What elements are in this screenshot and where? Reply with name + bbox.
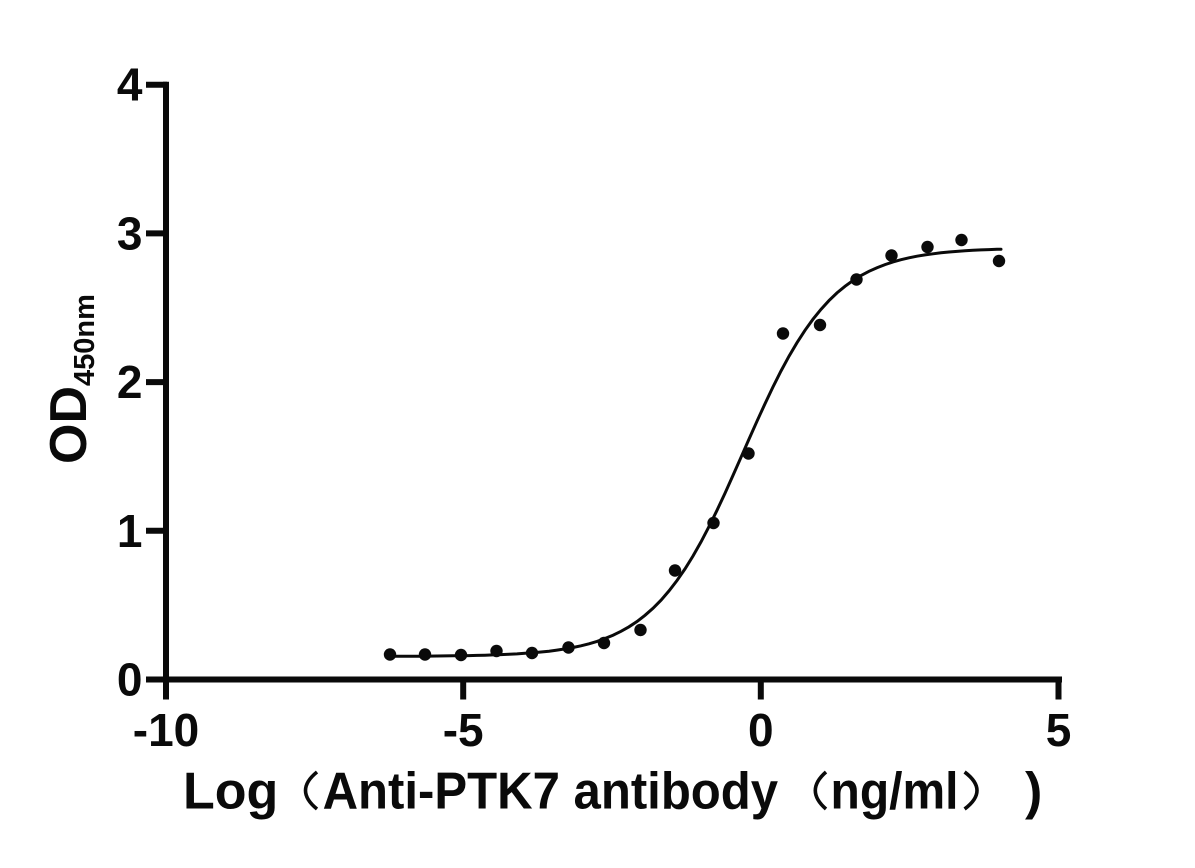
- svg-text:0: 0: [117, 654, 143, 706]
- svg-text:-10: -10: [133, 704, 199, 756]
- svg-text:3: 3: [117, 207, 143, 259]
- svg-text:4: 4: [117, 59, 143, 111]
- svg-text:1: 1: [117, 505, 143, 557]
- svg-text:5: 5: [1046, 704, 1072, 756]
- svg-text:0: 0: [748, 704, 774, 756]
- svg-text:-5: -5: [443, 704, 484, 756]
- svg-text:Anti-PTK7 antibody: Anti-PTK7 antibody: [323, 763, 779, 821]
- svg-text:2: 2: [117, 356, 143, 408]
- svg-text:): ): [1025, 763, 1042, 821]
- svg-text:ng/ml: ng/ml: [831, 763, 959, 821]
- svg-text:Log: Log: [183, 763, 278, 821]
